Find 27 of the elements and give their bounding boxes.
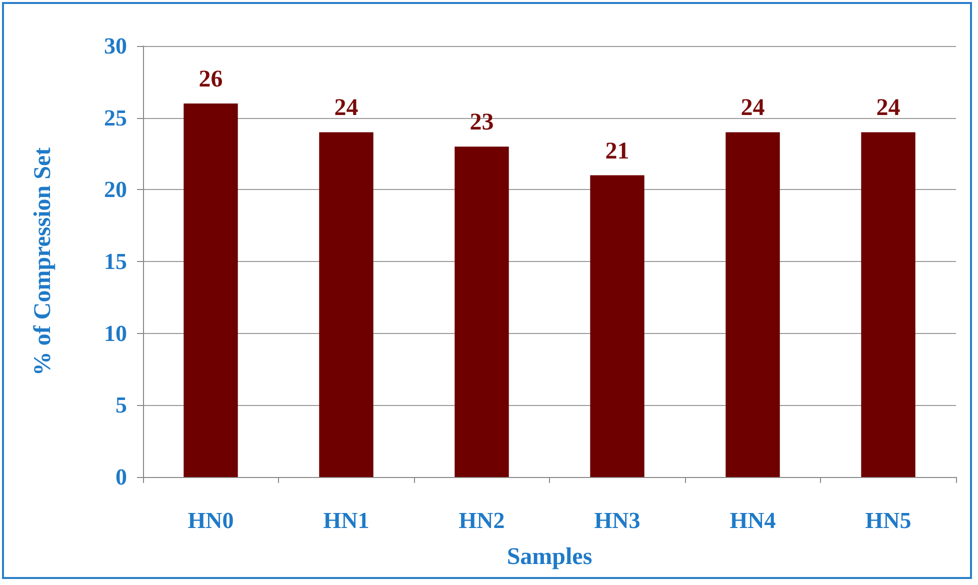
bar: [454, 146, 509, 477]
x-tick-label: HN0: [188, 508, 234, 533]
data-label: 24: [740, 95, 765, 122]
bar: [590, 175, 644, 477]
x-tick-label: HN4: [730, 508, 776, 533]
data-label: 24: [334, 95, 358, 122]
y-tick-label: 30: [104, 34, 127, 58]
bar: [319, 132, 374, 477]
bar: [184, 103, 238, 477]
data-label: 24: [876, 95, 900, 122]
y-tick-label: 25: [104, 105, 127, 130]
y-tick-label: 15: [104, 249, 127, 274]
data-label: 23: [470, 110, 494, 136]
y-axis-title: % of Compression Set: [30, 147, 56, 376]
y-tick-label: 5: [116, 392, 127, 418]
data-label: 26: [198, 66, 223, 92]
data-label: 21: [605, 138, 630, 164]
y-tick-label: 20: [104, 177, 127, 202]
x-tick-label: HN3: [594, 508, 640, 533]
bar: [861, 132, 916, 477]
y-tick-label: 0: [116, 464, 127, 490]
x-axis-title: Samples: [506, 544, 592, 570]
bar: [726, 132, 780, 477]
y-tick-label: 10: [104, 320, 127, 346]
x-tick-label: HN1: [323, 508, 370, 533]
x-tick-label: HN2: [458, 508, 505, 533]
x-tick-label: HN5: [865, 508, 912, 533]
